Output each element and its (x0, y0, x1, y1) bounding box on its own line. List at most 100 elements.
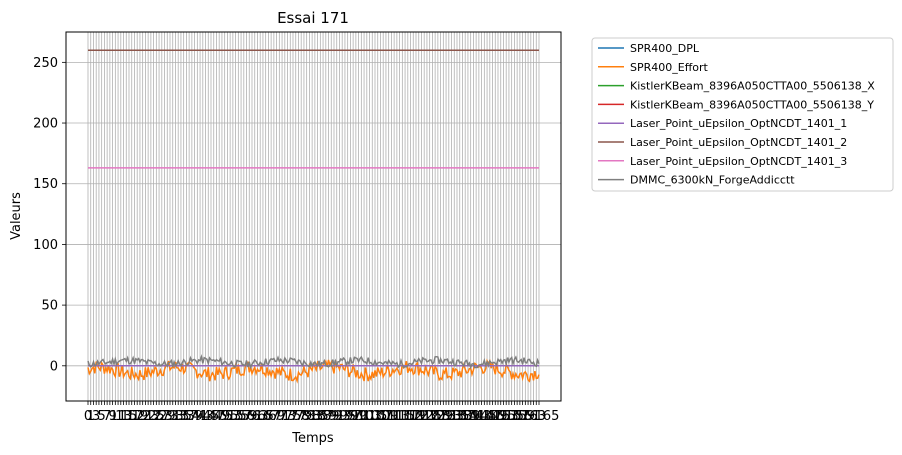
x-tick-label: 153 (494, 409, 519, 424)
x-tick-label: 71 (274, 409, 291, 424)
legend-box (591, 37, 894, 192)
x-tick-label: 113 (384, 409, 409, 424)
x-tick-label: 93 (334, 409, 351, 424)
x-tick-label: 79 (296, 409, 313, 424)
x-tick-label: 57 (236, 409, 253, 424)
x-tick-label: 143 (466, 409, 491, 424)
x-tick-label: 145 (472, 409, 497, 424)
x-tick-label: 59 (241, 409, 258, 424)
x-tick-label: 121 (406, 409, 431, 424)
x-tick-label: 77 (290, 409, 307, 424)
x-tick-label: 83 (307, 409, 324, 424)
x-tick-label: 41 (192, 409, 209, 424)
x-tick-label: 67 (263, 409, 280, 424)
legend-label: Laser_Point_uEpsilon_OptNCDT_1401_1 (630, 117, 847, 130)
x-tick-label: 17 (126, 409, 143, 424)
x-tick-label: 157 (505, 409, 530, 424)
x-tick-label: 155 (499, 409, 524, 424)
legend-label: Laser_Point_uEpsilon_OptNCDT_1401_2 (630, 136, 847, 149)
x-tick-label: 111 (379, 409, 404, 424)
grid-layer (66, 32, 561, 401)
x-tick-label: 27 (154, 409, 171, 424)
x-tick-label: 45 (203, 409, 220, 424)
x-tick-label: 163 (521, 409, 546, 424)
x-tick-label: 39 (186, 409, 203, 424)
x-tick-label: 141 (461, 409, 486, 424)
y-tick-label: 150 (33, 177, 58, 192)
x-tick-label: 19 (132, 409, 149, 424)
x-tick-label: 43 (197, 409, 214, 424)
x-tick-label: 9 (108, 409, 116, 424)
x-tick-label: 85 (312, 409, 329, 424)
x-axis: 0135791113151719212325272931333537394143… (84, 401, 560, 424)
x-tick-label: 31 (164, 409, 181, 424)
x-tick-label: 105 (363, 409, 388, 424)
x-tick-label: 151 (488, 409, 513, 424)
chart-title: Essai 171 (277, 9, 349, 27)
x-tick-label: 107 (368, 409, 393, 424)
x-tick-label: 49 (214, 409, 231, 424)
plot-frame (65, 31, 562, 402)
y-axis: 0 50 100 150 200 250 (33, 56, 66, 374)
x-tick-label: 51 (219, 409, 236, 424)
x-tick-label: 135 (445, 409, 470, 424)
x-tick-label: 139 (456, 409, 481, 424)
legend-label: SPR400_DPL (630, 42, 700, 55)
x-tick-label: 165 (535, 409, 560, 424)
x-tick-label: 103 (357, 409, 382, 424)
y-tick-label: 50 (41, 299, 58, 314)
x-tick-label: 15 (121, 409, 138, 424)
x-tick-label: 127 (423, 409, 448, 424)
x-tick-label: 91 (328, 409, 345, 424)
x-tick-label: 89 (323, 409, 340, 424)
y-tick-label: 0 (50, 359, 58, 374)
x-tick-label: 99 (350, 409, 367, 424)
x-tick-label: 0 (84, 409, 92, 424)
y-tick-label: 250 (33, 56, 58, 71)
y-tick-label: 200 (33, 117, 58, 132)
legend-label: SPR400_Effort (630, 61, 709, 74)
x-tick-label: 69 (268, 409, 285, 424)
x-tick-label: 95 (339, 409, 356, 424)
x-tick-label: 97 (345, 409, 362, 424)
legend-label: KistlerKBeam_8396A050CTTA00_5506138_Y (630, 98, 874, 111)
y-axis-title: Valeurs (9, 192, 24, 240)
x-tick-label: 131 (434, 409, 459, 424)
x-tick-label: 21 (137, 409, 154, 424)
x-axis-title: Temps (291, 431, 334, 446)
x-tick-label: 73 (279, 409, 296, 424)
x-tick-label: 33 (170, 409, 187, 424)
legend-label: Laser_Point_uEpsilon_OptNCDT_1401_3 (630, 155, 847, 168)
x-tick-label: 1 (87, 409, 95, 424)
x-tick-label: 5 (98, 409, 106, 424)
x-tick-label: 47 (208, 409, 225, 424)
x-tick-label: 13 (115, 409, 132, 424)
x-tick-label: 75 (285, 409, 302, 424)
x-tick-label: 147 (477, 409, 502, 424)
x-tick-label: 101 (352, 409, 377, 424)
x-tick-label: 53 (225, 409, 242, 424)
legend: SPR400_DPL SPR400_Effort KistlerKBeam_8396… (591, 37, 894, 192)
x-tick-label: 25 (148, 409, 165, 424)
x-tick-label: 125 (417, 409, 442, 424)
x-tick-label: 11 (110, 409, 127, 424)
series-layer (87, 49, 540, 384)
x-tick-label: 115 (390, 409, 415, 424)
x-tick-label: 137 (450, 409, 475, 424)
x-tick-label: 37 (181, 409, 198, 424)
x-tick-label: 159 (510, 409, 535, 424)
x-tick-label: 81 (301, 409, 318, 424)
x-tick-label: 119 (401, 409, 426, 424)
legend-label: KistlerKBeam_8396A050CTTA00_5506138_X (630, 80, 875, 93)
legend-label: DMMC_6300kN_ForgeAddicctt (630, 174, 795, 187)
x-tick-label: 7 (103, 409, 111, 424)
x-tick-label: 35 (175, 409, 192, 424)
x-tick-label: 149 (483, 409, 508, 424)
x-tick-label: 3 (92, 409, 100, 424)
x-tick-label: 123 (412, 409, 437, 424)
x-tick-label: 133 (439, 409, 464, 424)
x-tick-label: 23 (143, 409, 160, 424)
x-tick-label: 109 (374, 409, 399, 424)
